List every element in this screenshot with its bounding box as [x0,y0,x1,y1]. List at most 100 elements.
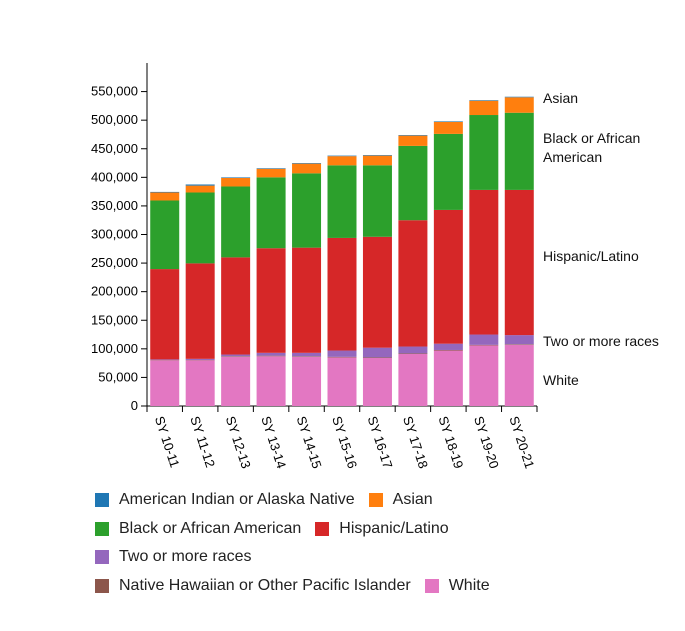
legend-swatch [315,521,330,536]
bar-segment [398,145,428,221]
bar-segment [292,163,322,174]
annotation: White [543,372,579,388]
legend-item: Native Hawaiian or Other Pacific Islande… [95,572,411,601]
bar-segment [504,189,534,336]
legend-label: Hispanic/Latino [339,519,449,537]
bar-segment [185,185,215,193]
bar-segment [221,177,251,178]
x-tick-label: SY 19-20 [471,414,502,470]
x-tick-label: SY 14-15 [294,414,325,470]
bar-segment [292,247,322,353]
legend-item: Black or African American [95,515,301,544]
bar-segment [327,156,357,166]
bar-segment [292,173,322,248]
x-tick-label: SY 16-17 [365,414,396,470]
bar-segment [292,356,322,357]
bar-segment [256,168,286,178]
bar-segment [327,165,357,238]
bar-segment [185,192,215,264]
x-tick-label: SY 18-19 [436,414,467,470]
y-tick-label: 0 [131,398,138,413]
bar-segment [327,357,357,406]
bar-segment [150,360,180,406]
bar-segment [398,346,428,354]
bar-segment [362,357,392,358]
y-tick-label: 400,000 [91,169,138,184]
bar-segment [469,100,499,101]
x-tick-label: SY 17-18 [400,414,431,470]
bar-segment [256,168,286,169]
bar-segment [256,355,286,357]
bar-segment [150,359,180,360]
x-tick-label: SY 15-16 [329,414,360,470]
bar-segment [504,335,534,345]
legend-label: White [448,576,490,594]
bar-segment [362,155,392,166]
bar-segment [504,97,534,113]
bar-segment [256,248,286,353]
y-tick-label: 250,000 [91,255,138,270]
bar-segment [504,96,534,98]
y-tick-label: 550,000 [91,84,138,99]
y-tick-label: 200,000 [91,284,138,299]
y-tick-label: 350,000 [91,198,138,213]
x-tick-label: SY 13-14 [258,414,289,470]
bar-segment [398,353,428,406]
legend-swatch [95,493,109,508]
bar-segment [327,237,357,351]
bar-segment [362,236,392,348]
bar-segment [362,357,392,406]
bar-segment [221,354,251,357]
bar-segment [398,135,428,146]
bar-segment [221,356,251,406]
x-tick-label: SY 11-12 [187,414,218,469]
bar-segment [327,350,357,357]
bar-segment [150,200,180,270]
legend-swatch [95,550,109,565]
y-tick-label: 150,000 [91,312,138,327]
annotation: Asian [543,90,579,106]
bar-segment [504,344,534,345]
bar-segment [398,353,428,354]
bar-segment [221,356,251,357]
y-tick-label: 500,000 [91,112,138,127]
y-tick-label: 100,000 [91,341,138,356]
bar-segment [469,115,499,190]
bar-segment [469,100,499,116]
x-tick-label: SY 10-11 [152,414,183,469]
bar-segment [256,352,286,356]
legend-label: Native Hawaiian or Other Pacific Islande… [119,576,411,594]
y-tick-label: 450,000 [91,141,138,156]
legend-item: Two or more races [95,543,251,572]
x-tick-label: SY 20-21 [506,414,537,470]
bar-segment [221,257,251,355]
legend-swatch [95,521,109,536]
legend-item: Hispanic/Latino [315,515,449,544]
bar-segment [433,349,463,351]
bar-segment [433,121,463,122]
bar-segment [150,269,180,360]
bar-segment [362,347,392,358]
legend-swatch [368,493,383,508]
bar-segment [185,360,215,406]
annotation: Hispanic/Latino [543,248,639,264]
annotation: Black or African American [543,130,641,165]
legend-label: Black or African American [119,519,302,537]
bar-segment [398,220,428,347]
bar-segment [433,209,463,344]
bar-segment [433,350,463,406]
bar-segment [150,192,180,201]
y-tick-label: 50,000 [98,369,138,384]
legend-item: Asian [368,486,433,515]
bar-segment [469,334,499,345]
bar-segment [327,155,357,157]
bar-segment [362,165,392,237]
y-tick-label: 300,000 [91,227,138,242]
chart: 0 50,000 100,000 150,000 200,000 250,000 300,0… [91,63,538,470]
legend: American Indian or Alaska Native Asian Bla… [95,486,515,600]
bar-segment [398,135,428,136]
bar-segment [185,358,215,360]
bar-segment [504,112,534,190]
bar-segment [292,356,322,406]
